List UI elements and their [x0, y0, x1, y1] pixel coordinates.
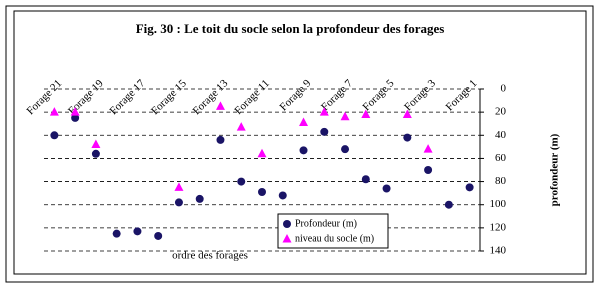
- triangle-point: [91, 139, 101, 149]
- x-tick-label: Forage 5: [361, 77, 397, 113]
- legend-marker: [282, 234, 292, 243]
- triangle-point: [340, 111, 350, 121]
- y-tick-label: 100: [490, 198, 507, 210]
- circle-point: [444, 200, 453, 209]
- x-axis-label: ordre des forages: [172, 250, 248, 262]
- y-tick-label: 140: [490, 245, 507, 257]
- x-tick-label: Forage 3: [402, 77, 438, 113]
- triangle-point: [49, 107, 59, 116]
- circle-point: [195, 194, 204, 203]
- y-tick-label: 120: [490, 221, 507, 233]
- triangle-point: [257, 148, 267, 158]
- circle-point: [133, 227, 142, 236]
- triangle-point: [215, 101, 225, 110]
- circle-point: [154, 231, 163, 240]
- y-axis-label: profondeur (m): [549, 133, 561, 206]
- circle-point: [237, 177, 246, 186]
- x-tick-label: Forage 11: [232, 77, 272, 117]
- circle-point: [216, 135, 225, 144]
- x-tick-label: Forage 17: [108, 77, 148, 117]
- triangle-point: [423, 144, 433, 153]
- legend-label: Profondeur (m): [295, 218, 357, 229]
- x-tick-label: Forage 19: [66, 77, 106, 117]
- triangle-point: [70, 107, 80, 116]
- x-tick-label: Forage 21: [24, 77, 64, 117]
- circle-point: [71, 113, 80, 122]
- chart-title: Fig. 30 : Le toit du socle selon la prof…: [136, 21, 445, 36]
- circle-point: [112, 229, 121, 238]
- triangle-point: [236, 122, 246, 131]
- y-tick-label: 80: [495, 175, 507, 187]
- x-tick-label: Forage 15: [149, 77, 189, 117]
- circle-point: [174, 198, 183, 207]
- circle-point: [465, 183, 474, 192]
- triangle-point: [319, 107, 329, 116]
- circle-point: [278, 191, 287, 200]
- triangle-point: [361, 109, 371, 118]
- circle-point: [91, 149, 100, 158]
- circle-point: [341, 145, 350, 154]
- legend-marker: [283, 220, 291, 228]
- circle-point: [382, 184, 391, 193]
- y-tick-label: 60: [495, 152, 507, 164]
- y-tick-label: 20: [495, 106, 507, 118]
- y-tick-label: 0: [501, 83, 507, 95]
- circle-point: [361, 175, 370, 184]
- circle-point: [258, 187, 266, 196]
- x-tick-label: Forage 1: [444, 77, 480, 113]
- circle-point: [50, 131, 59, 140]
- triangle-point: [299, 117, 309, 127]
- y-tick-label: 40: [495, 129, 507, 141]
- circle-point: [403, 133, 412, 142]
- triangle-point: [402, 109, 412, 118]
- legend-label: niveau du socle (m): [295, 233, 374, 244]
- x-tick-label: Forage 9: [278, 77, 314, 113]
- inner-frame: [13, 10, 587, 275]
- outer-frame: [5, 5, 594, 283]
- triangle-point: [174, 182, 184, 191]
- legend-box: [277, 213, 389, 249]
- x-tick-label: Forage 13: [191, 77, 231, 117]
- circle-point: [299, 146, 308, 155]
- circle-point: [424, 166, 433, 174]
- circle-point: [320, 127, 329, 136]
